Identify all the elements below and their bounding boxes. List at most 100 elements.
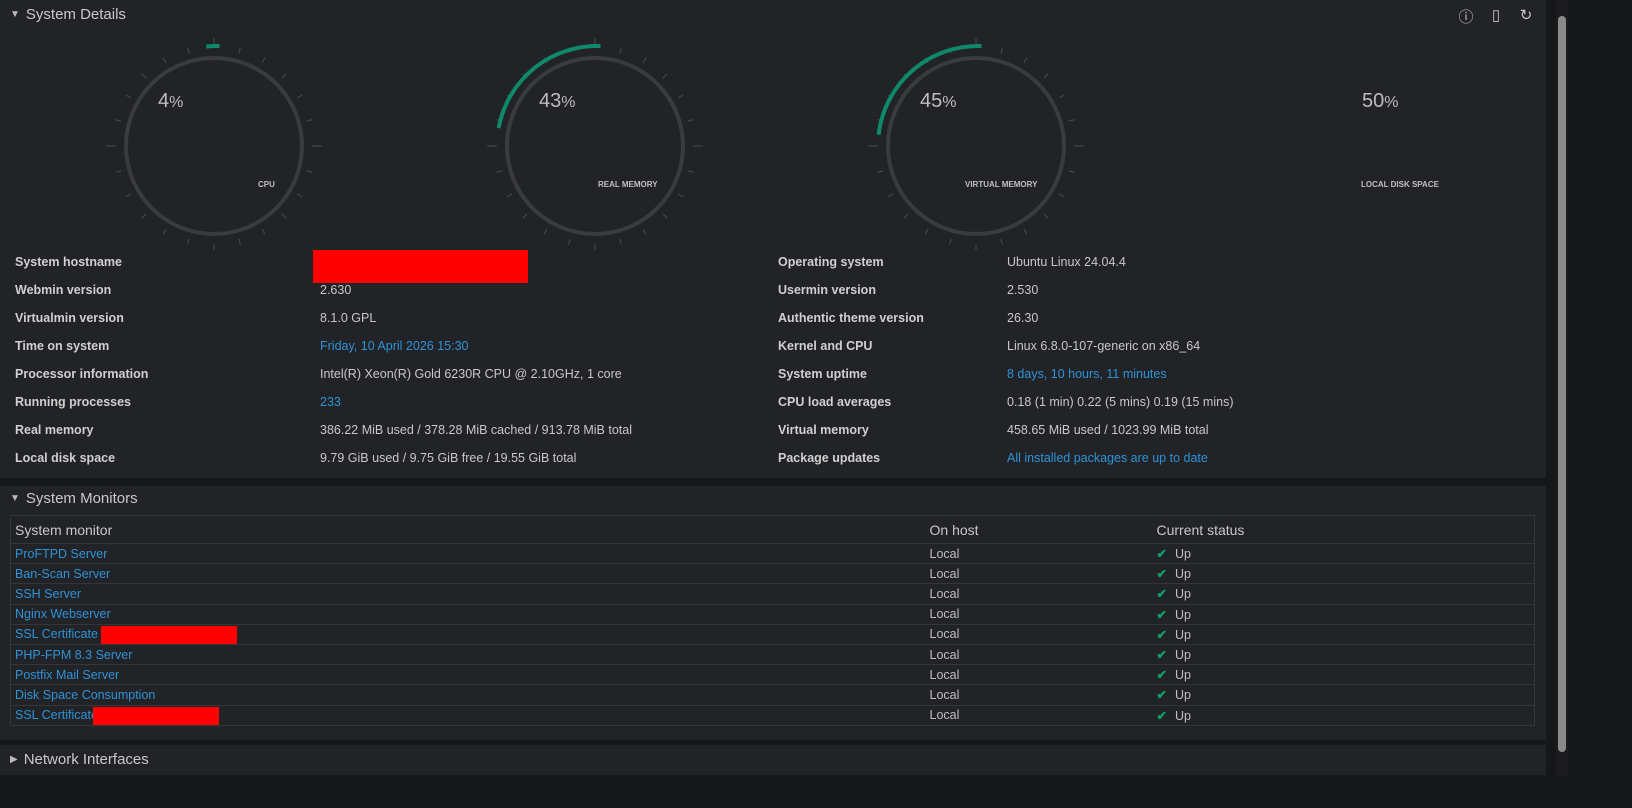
status-text: Up <box>1174 627 1191 642</box>
gauge-tick <box>949 238 952 245</box>
monitor-link[interactable]: PHP-FPM 8.3 Server <box>15 647 133 662</box>
gauge-tick <box>141 73 147 79</box>
monitor-link[interactable]: SSL Certificate <box>15 708 98 723</box>
gauge-tick <box>677 94 684 99</box>
status-cell: ✔ Up <box>1152 684 1535 706</box>
monitors-table: System monitor On host Current status Pr… <box>10 515 1535 726</box>
monitor-link[interactable]: ProFTPD Server <box>15 546 108 561</box>
info-value: Ubuntu Linux 24.04.4 <box>1007 255 1126 269</box>
gauge-tick <box>1043 73 1049 79</box>
col-on-host[interactable]: On host <box>925 515 1153 544</box>
status-text: Up <box>1174 587 1191 602</box>
info-value[interactable]: 8 days, 10 hours, 11 minutes <box>1007 367 1167 381</box>
gauge-virtual-memory: 45% VIRTUAL MEMORY <box>846 30 1106 250</box>
info-label: System uptime <box>778 367 867 381</box>
table-row[interactable]: SSL Certificate Local ✔ Up <box>10 624 1535 645</box>
info-label: Authentic theme version <box>778 311 924 325</box>
info-value: Intel(R) Xeon(R) Gold 6230R CPU @ 2.10GH… <box>320 367 622 381</box>
check-icon: ✔ <box>1156 607 1167 622</box>
monitor-link[interactable]: Ban-Scan Server <box>15 566 111 581</box>
check-icon: ✔ <box>1156 668 1167 683</box>
table-row[interactable]: PHP-FPM 8.3 Server Local ✔ Up <box>10 644 1535 666</box>
status-cell: ✔ Up <box>1152 664 1535 686</box>
gauge-arc <box>876 44 982 135</box>
host-cell: Local <box>925 684 1153 706</box>
col-current-status[interactable]: Current status <box>1152 515 1535 544</box>
gauge-tick <box>115 170 122 173</box>
gauge-tick <box>619 238 622 245</box>
monitor-link[interactable]: Nginx Webserver <box>15 607 111 622</box>
gauge-tick <box>877 170 884 173</box>
system-details-header[interactable]: ▼ System Details <box>10 6 126 23</box>
scrollbar-thumb[interactable] <box>1558 16 1566 752</box>
gauge-tick <box>162 228 167 235</box>
gauge-tick <box>1068 119 1075 122</box>
gauge-tick <box>568 238 571 245</box>
monitor-link[interactable]: SSH Server <box>15 586 81 601</box>
info-value[interactable]: Friday, 10 April 2026 15:30 <box>320 339 469 353</box>
gauge-tick <box>1058 193 1065 198</box>
gauge-tick <box>125 193 132 198</box>
system-monitors-header[interactable]: ▼ System Monitors <box>10 490 138 507</box>
gauge-tick <box>543 228 548 235</box>
col-system-monitor[interactable]: System monitor <box>10 515 926 544</box>
gauge-value: 4% <box>158 90 184 112</box>
gauge-label: VIRTUAL MEMORY <box>965 180 1038 189</box>
gauge-tick <box>261 57 266 64</box>
info-label: Running processes <box>15 395 131 409</box>
gauge-tick <box>677 193 684 198</box>
gauge-value: 43% <box>539 90 576 112</box>
gauge-tick <box>296 94 303 99</box>
gauge-tick <box>306 170 313 173</box>
table-row[interactable]: Disk Space Consumption Local ✔ Up <box>10 684 1535 706</box>
gauge-tick <box>187 238 190 245</box>
clipboard-icon[interactable]: ▯ <box>1491 7 1501 24</box>
caret-down-icon: ▼ <box>10 9 20 20</box>
status-cell: ✔ Up <box>1152 583 1535 605</box>
redacted-hostname <box>313 250 528 283</box>
info-label: Processor information <box>15 367 149 381</box>
gauge-tick <box>662 213 668 219</box>
info-value: 458.65 MiB used / 1023.99 MiB total <box>1007 423 1209 437</box>
table-row[interactable]: Postfix Mail Server Local ✔ Up <box>10 664 1535 686</box>
status-text: Up <box>1174 648 1191 663</box>
monitor-link[interactable]: SSL Certificate <box>15 627 98 642</box>
gauge-tick <box>687 119 694 122</box>
table-row[interactable]: ProFTPD Server Local ✔ Up <box>10 543 1535 565</box>
table-row[interactable]: Nginx Webserver Local ✔ Up <box>10 604 1535 625</box>
gauge-tick <box>1023 57 1028 64</box>
gauge-tick <box>642 228 647 235</box>
info-value[interactable]: All installed packages are up to date <box>1007 451 1208 465</box>
status-text: Up <box>1174 668 1191 683</box>
status-cell: ✔ Up <box>1152 705 1535 726</box>
check-icon: ✔ <box>1156 587 1167 602</box>
status-text: Up <box>1174 688 1191 703</box>
info-value: 26.30 <box>1007 311 1039 325</box>
info-value: Linux 6.8.0-107-generic on x86_64 <box>1007 339 1201 353</box>
help-icon[interactable]: ⓘ <box>1458 9 1474 26</box>
gauge-tick <box>506 193 513 198</box>
gauge-label: CPU <box>258 180 275 189</box>
monitor-link[interactable]: Disk Space Consumption <box>15 687 156 702</box>
status-cell: ✔ Up <box>1152 563 1535 585</box>
host-cell: Local <box>925 705 1153 726</box>
network-interfaces-header[interactable]: ▶ Network Interfaces <box>10 751 149 768</box>
host-cell: Local <box>925 604 1153 625</box>
table-row[interactable]: Ban-Scan Server Local ✔ Up <box>10 563 1535 585</box>
gauge-tick <box>687 170 694 173</box>
refresh-icon[interactable]: ↻ <box>1519 7 1533 24</box>
gauge-tick <box>238 47 241 54</box>
gauge-tick <box>162 57 167 64</box>
gauge-tick <box>306 119 313 122</box>
info-value: 8.1.0 GPL <box>320 311 377 325</box>
monitor-link[interactable]: Postfix Mail Server <box>15 667 120 682</box>
status-cell: ✔ Up <box>1152 624 1535 645</box>
table-row[interactable]: SSL Certificate Local ✔ Up <box>10 705 1535 726</box>
gauge-label: LOCAL DISK SPACE <box>1361 180 1439 189</box>
scrollbar[interactable] <box>1556 0 1568 776</box>
gauge-tick <box>924 228 929 235</box>
table-row[interactable]: SSH Server Local ✔ Up <box>10 583 1535 605</box>
gauge-local-disk-space: 50% LOCAL DISK SPACE <box>1227 30 1487 250</box>
info-value[interactable]: 233 <box>320 395 341 409</box>
check-icon: ✔ <box>1156 547 1167 562</box>
